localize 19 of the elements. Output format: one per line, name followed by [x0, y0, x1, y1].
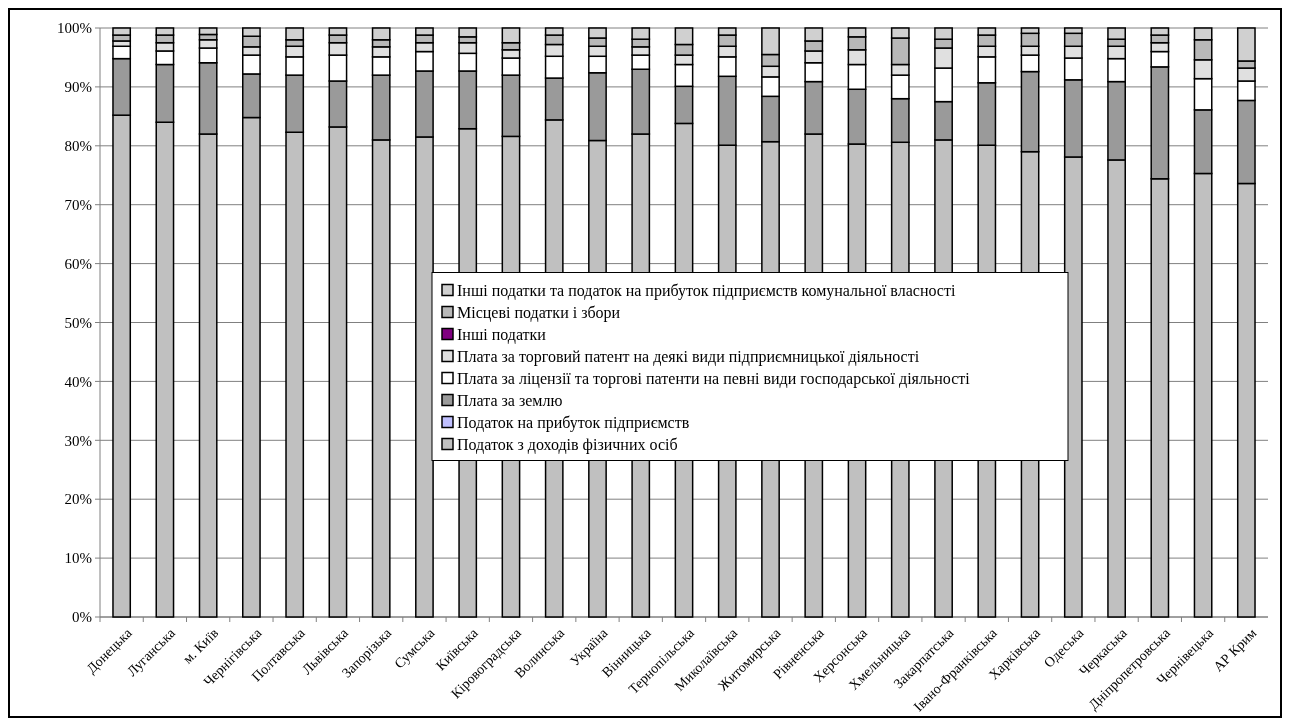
- legend-label: Інші податки та податок на прибуток підприємств комунальної власності: [457, 282, 956, 301]
- legend-label: Плата за землю: [457, 392, 563, 410]
- y-tick-label: 20%: [64, 491, 92, 508]
- y-tick-label: 100%: [57, 20, 92, 37]
- legend-label: Місцеві податки і збори: [457, 304, 621, 323]
- y-tick-label: 60%: [64, 255, 92, 272]
- y-tick-label: 0%: [72, 609, 92, 626]
- y-tick-label: 90%: [64, 79, 92, 96]
- y-tick-label: 70%: [64, 196, 92, 213]
- y-tick-label: 50%: [64, 314, 92, 331]
- legend-label: Інші податки: [457, 326, 547, 345]
- y-tick-label: 10%: [64, 550, 92, 567]
- legend-label: Плата за торговий патент на деякі види підприємницької діяльності: [457, 348, 920, 367]
- y-tick-label: 30%: [64, 432, 92, 449]
- legend-label: Плата за ліцензії та торгові патенти на певні види господарської діяльності: [457, 370, 971, 389]
- legend-label: Податок на прибуток підприємств: [457, 414, 690, 433]
- y-tick-label: 80%: [64, 138, 92, 155]
- legend-label: Податок з доходів фізичних осіб: [457, 436, 678, 455]
- y-tick-label: 40%: [64, 373, 92, 390]
